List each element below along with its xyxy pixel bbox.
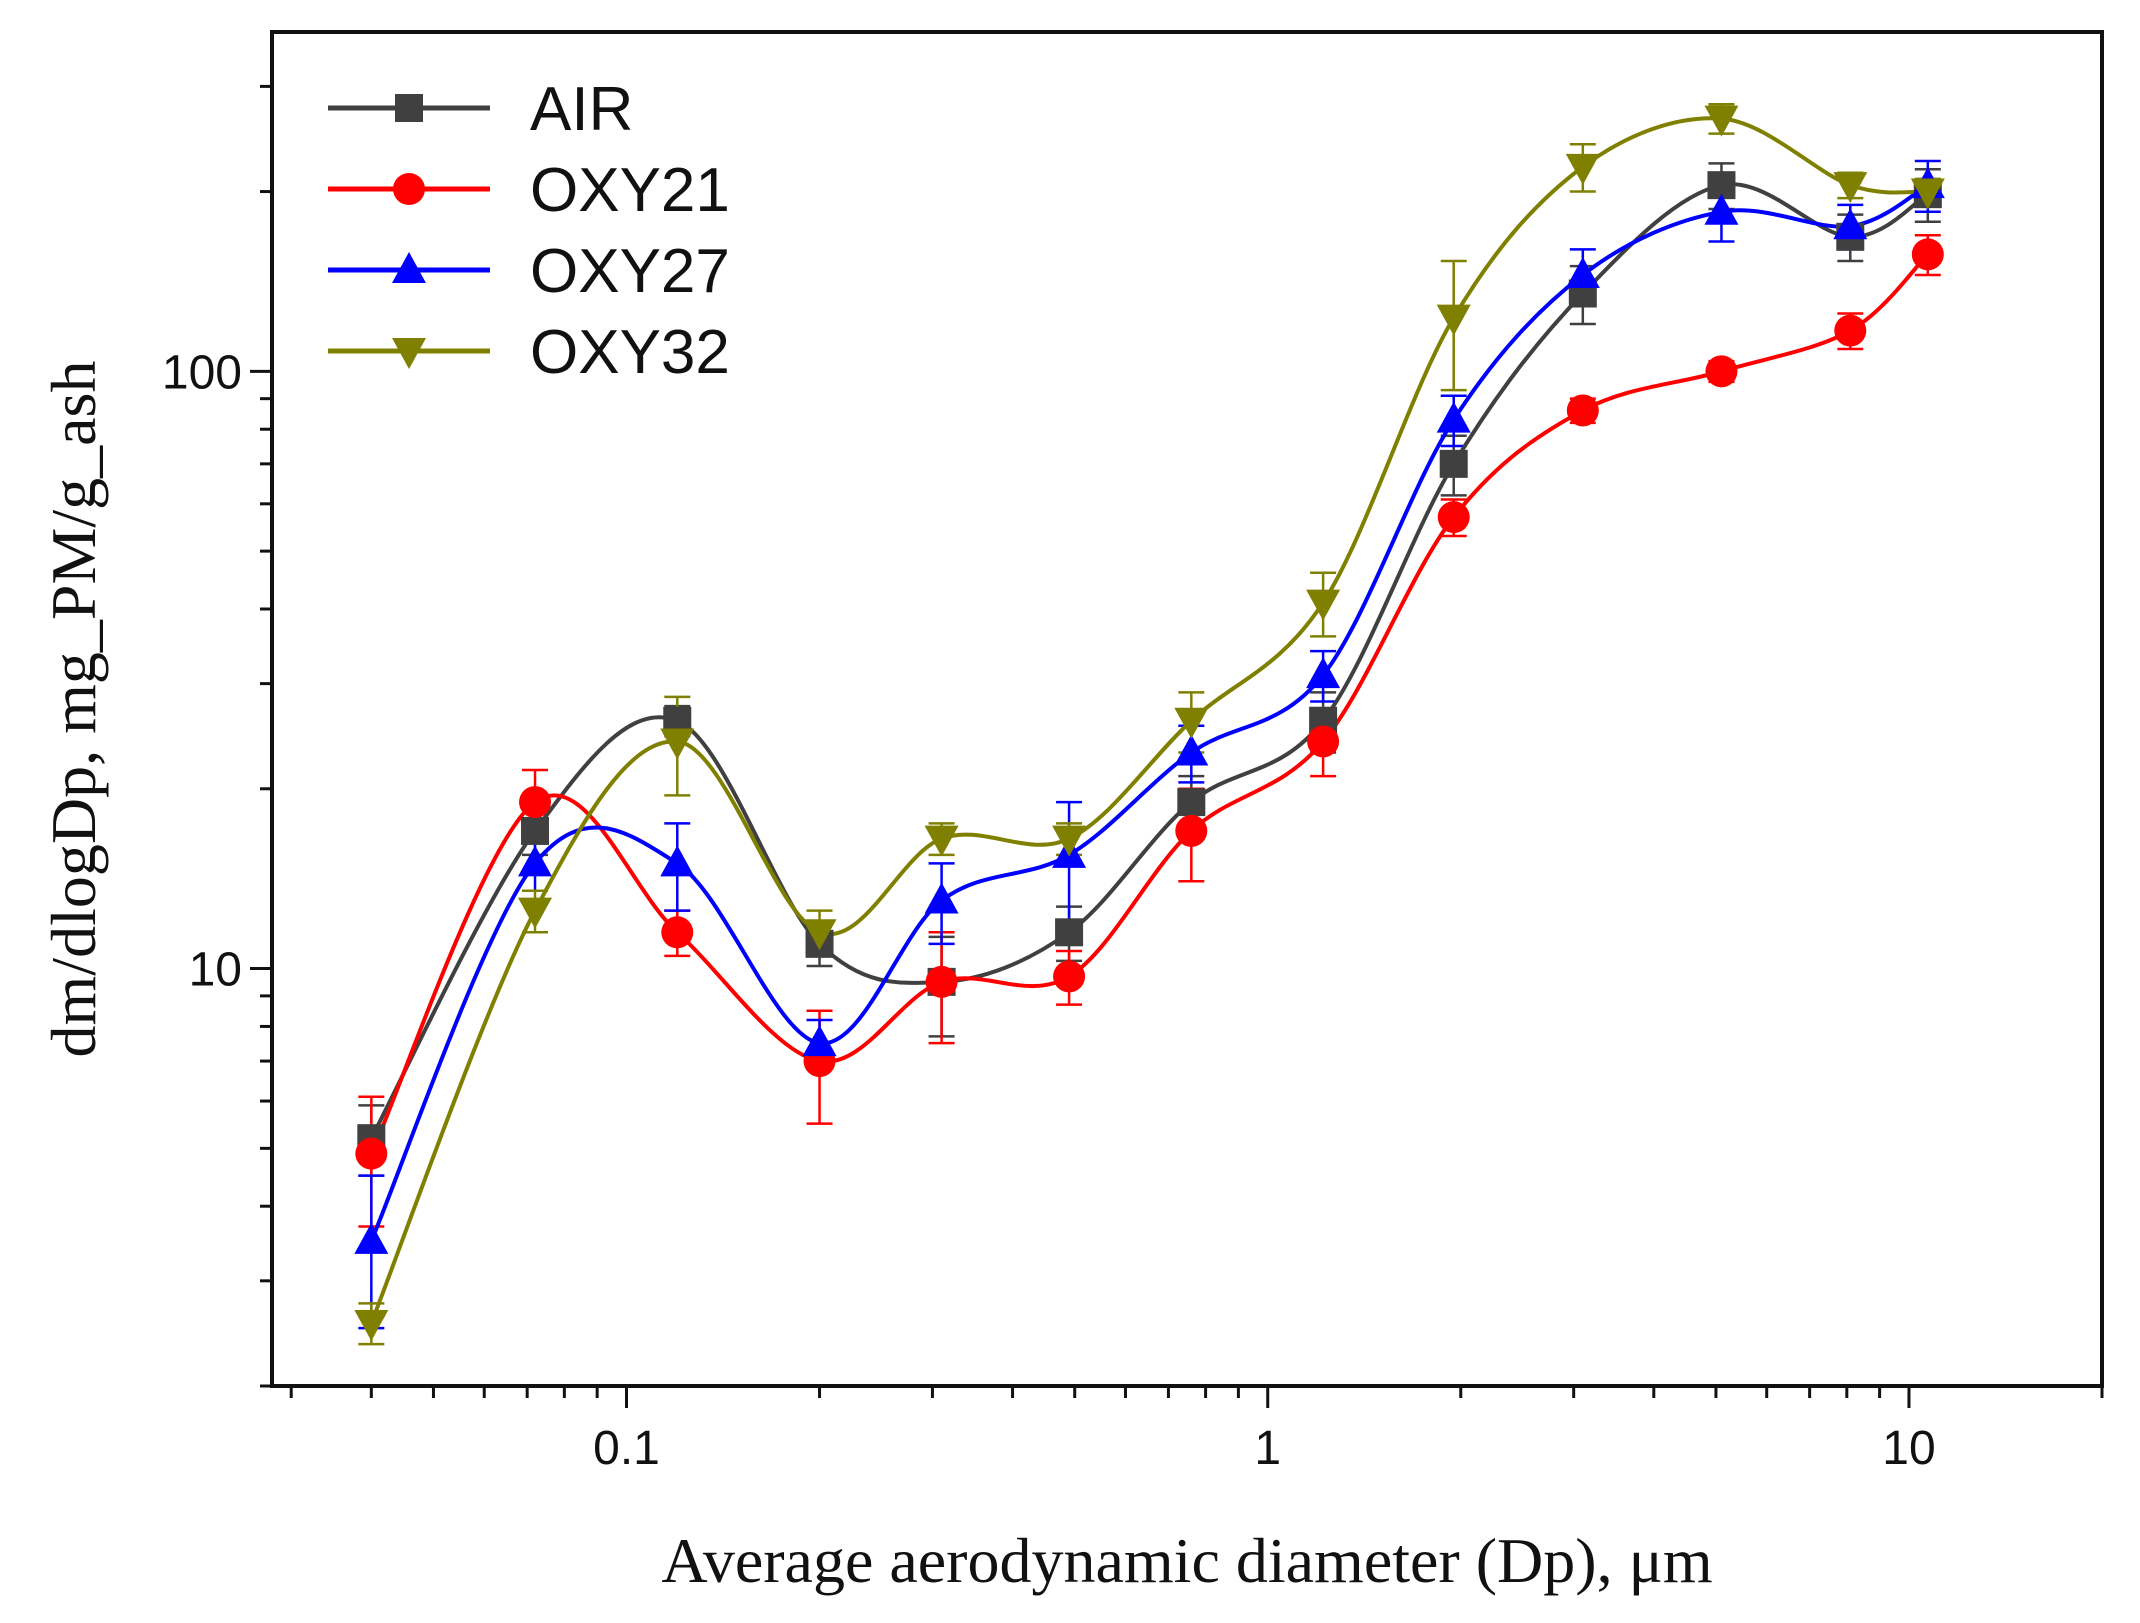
legend-marker-oxy27 <box>392 252 426 283</box>
data-point-oxy21 <box>1705 355 1738 388</box>
series-markers <box>354 105 1945 1341</box>
legend-marker-air <box>395 94 423 122</box>
x-tick-label: 0.1 <box>593 1422 660 1475</box>
legend-label-oxy21: OXY21 <box>530 156 730 225</box>
data-point-oxy21 <box>1053 960 1086 993</box>
data-point-air <box>1177 788 1206 817</box>
data-point-oxy21 <box>1834 314 1867 347</box>
data-point-oxy32 <box>924 825 959 857</box>
data-point-oxy27 <box>802 1025 837 1057</box>
data-point-oxy27 <box>354 1222 389 1254</box>
legend-marker-oxy32 <box>392 338 426 369</box>
data-point-oxy27 <box>1704 193 1739 225</box>
x-tick-label: 1 <box>1254 1422 1281 1475</box>
data-point-oxy32 <box>1174 707 1209 739</box>
plot-frame <box>270 30 2104 1388</box>
data-point-oxy32 <box>354 1309 389 1341</box>
data-point-oxy27 <box>1833 208 1868 240</box>
data-point-oxy21 <box>925 965 958 998</box>
y-tick-label: 100 <box>162 346 242 399</box>
data-point-oxy21 <box>661 916 694 949</box>
data-point-air <box>521 816 550 845</box>
series-line-oxy32 <box>369 116 1928 1324</box>
data-point-air <box>1055 918 1084 947</box>
legend-marker-oxy21 <box>393 173 425 205</box>
data-point-oxy21 <box>1437 501 1470 534</box>
data-point-oxy32 <box>1436 304 1471 336</box>
data-point-oxy27 <box>1174 734 1209 766</box>
y-axis-title: dm/dlogDp, mg_PM/g_ash <box>38 361 109 1058</box>
data-point-oxy32 <box>660 728 695 760</box>
legend-label-air: AIR <box>530 75 633 144</box>
data-point-oxy32 <box>1910 178 1945 210</box>
data-point-oxy21 <box>1307 725 1340 758</box>
data-point-oxy32 <box>802 919 837 951</box>
data-point-oxy21 <box>1911 238 1944 271</box>
data-point-oxy27 <box>1306 657 1341 689</box>
y-tick-label: 10 <box>189 944 242 997</box>
data-point-oxy27 <box>1436 401 1471 433</box>
data-point-oxy21 <box>1566 394 1599 427</box>
data-point-oxy21 <box>519 786 552 819</box>
data-point-oxy27 <box>518 845 553 877</box>
data-point-oxy32 <box>1704 105 1739 137</box>
data-point-oxy21 <box>355 1137 388 1170</box>
x-axis-title: Average aerodynamic diameter (Dp), μm <box>661 1525 1712 1596</box>
legend: AIR OXY21 OXY27 OXY32 <box>328 75 730 387</box>
x-tick-label: 10 <box>1882 1422 1935 1475</box>
data-point-oxy32 <box>1833 172 1868 204</box>
series-line-oxy21 <box>369 252 1930 1155</box>
data-point-oxy21 <box>1175 814 1208 847</box>
data-point-oxy32 <box>518 897 553 929</box>
axis-ticks: 0.1 1 10 10 100 <box>162 84 2104 1475</box>
data-point-air <box>1439 449 1468 478</box>
series-line-oxy27 <box>369 183 1929 1242</box>
data-point-oxy32 <box>1052 825 1087 857</box>
data-point-oxy32 <box>1565 153 1600 185</box>
legend-label-oxy27: OXY27 <box>530 237 730 306</box>
data-point-oxy32 <box>1306 589 1341 621</box>
data-point-oxy27 <box>1565 256 1600 288</box>
data-point-oxy27 <box>924 882 959 914</box>
legend-label-oxy32: OXY32 <box>530 318 730 387</box>
data-point-oxy27 <box>660 845 695 877</box>
